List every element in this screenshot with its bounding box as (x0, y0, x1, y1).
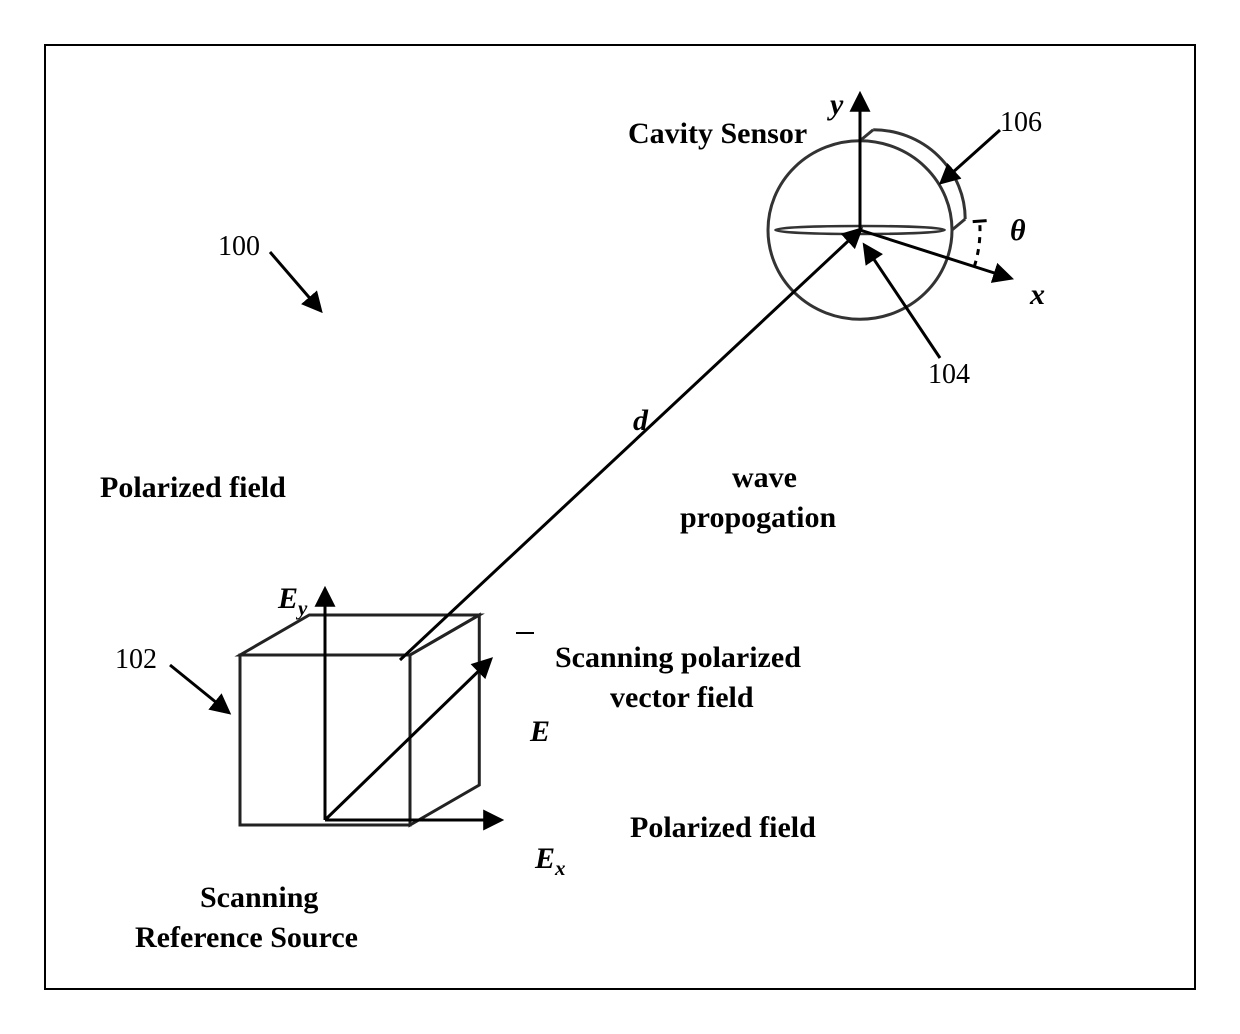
cavity-sensor-shape (768, 130, 965, 319)
ref-100: 100 (218, 230, 260, 264)
y-axis-label: y (830, 87, 843, 123)
ref-104: 104 (928, 358, 970, 392)
Ey-sub: y (298, 596, 307, 620)
Ex-label: Ex (520, 805, 566, 881)
E-bar-label: E (515, 642, 550, 750)
Ex-main: E (535, 842, 555, 875)
ref-106: 106 (1000, 106, 1042, 140)
scanning-source-cube (240, 615, 479, 825)
diagram-svg (0, 0, 1240, 1034)
propagation-line (400, 230, 860, 660)
Ey-label: Ey (263, 545, 307, 621)
theta-arc (973, 221, 987, 267)
polarized-field-right-label: Polarized field (630, 810, 816, 846)
E-bar-main: E (530, 715, 550, 748)
d-label: d (633, 403, 648, 439)
Ex-sub: x (555, 856, 566, 880)
scanning-polarized-label-1: Scanning polarized (555, 640, 801, 676)
Ey-main: E (278, 582, 298, 615)
sensor-axes (860, 95, 1010, 278)
theta-label: θ (1010, 213, 1026, 249)
scanning-reference-label-1: Scanning (200, 880, 318, 916)
source-axes (325, 590, 500, 820)
scanning-reference-label-2: Reference Source (135, 920, 358, 956)
E-bar-overline (516, 632, 534, 634)
scanning-polarized-label-2: vector field (610, 680, 754, 716)
x-axis-label: x (1030, 277, 1045, 313)
cavity-sensor-label: Cavity Sensor (628, 116, 807, 152)
ref-102: 102 (115, 643, 157, 677)
polarized-field-left-label: Polarized field (100, 470, 286, 506)
wave-propagation-label-1: wave (732, 460, 797, 496)
wave-propagation-label-2: propogation (680, 500, 836, 536)
